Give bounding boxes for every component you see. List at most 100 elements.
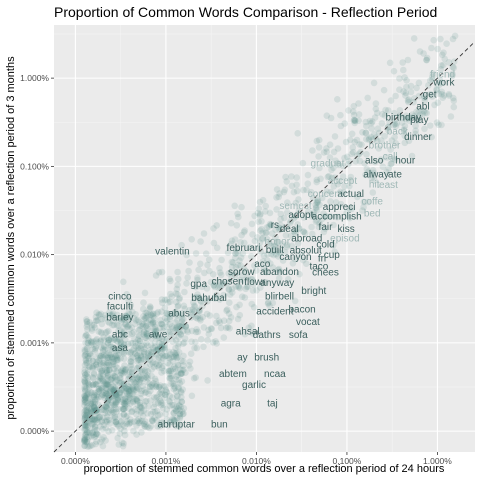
data-point <box>347 173 355 181</box>
data-point <box>81 396 89 404</box>
data-point <box>127 358 135 366</box>
data-point <box>174 325 181 333</box>
data-point <box>83 413 91 420</box>
data-point <box>122 366 130 373</box>
data-point <box>143 397 150 405</box>
data-point <box>87 400 94 407</box>
data-point <box>132 339 139 346</box>
data-point <box>207 325 215 332</box>
data-point <box>161 391 169 399</box>
data-point <box>124 418 131 425</box>
data-point <box>415 79 423 87</box>
data-point <box>215 317 223 325</box>
data-point <box>159 352 167 359</box>
data-point <box>114 394 122 402</box>
data-point <box>110 358 117 366</box>
data-point <box>421 94 428 102</box>
data-point <box>313 199 321 207</box>
data-point <box>281 214 288 222</box>
data-point <box>142 398 149 405</box>
data-point <box>220 317 228 325</box>
data-point <box>176 410 184 418</box>
data-point <box>299 256 307 264</box>
data-point <box>136 399 144 406</box>
data-point <box>140 321 147 328</box>
data-point <box>172 344 179 352</box>
data-point <box>320 149 328 156</box>
data-point <box>83 372 91 380</box>
data-point <box>82 339 89 347</box>
data-point <box>195 294 203 301</box>
data-point <box>262 279 270 286</box>
data-point <box>134 384 141 392</box>
data-point <box>353 136 361 144</box>
data-point <box>320 228 328 236</box>
data-point <box>88 338 95 345</box>
data-point <box>194 315 201 322</box>
data-point <box>133 396 141 403</box>
data-point <box>156 390 163 398</box>
data-point <box>158 391 165 398</box>
data-point <box>359 207 366 214</box>
data-point <box>114 395 121 403</box>
data-point <box>328 174 336 182</box>
data-point <box>118 316 126 324</box>
data-point <box>96 359 104 366</box>
data-point <box>194 328 202 336</box>
word-label: agra <box>221 399 241 410</box>
data-point <box>275 193 283 201</box>
word-label: also <box>365 155 384 166</box>
data-point <box>293 187 301 195</box>
data-point <box>82 395 89 402</box>
data-point <box>277 268 284 276</box>
data-point <box>180 352 187 360</box>
data-point <box>141 348 148 356</box>
data-point <box>125 388 132 395</box>
data-point <box>174 303 182 310</box>
data-point <box>196 307 203 315</box>
data-point <box>171 384 179 392</box>
data-point <box>155 364 162 371</box>
data-point <box>141 334 149 341</box>
data-point <box>93 391 101 399</box>
data-point <box>103 369 110 376</box>
data-point <box>175 385 182 392</box>
chart-title: Proportion of Common Words Comparison - … <box>54 4 437 20</box>
data-point <box>121 431 129 439</box>
data-point <box>153 310 161 317</box>
data-point <box>106 309 113 317</box>
y-tick-label: 0.100% <box>20 161 49 171</box>
data-point <box>355 111 363 118</box>
data-point <box>123 313 131 321</box>
data-point <box>99 425 106 433</box>
data-point <box>147 410 155 418</box>
data-point <box>135 415 142 423</box>
data-point <box>109 383 117 390</box>
data-point <box>245 324 252 332</box>
data-point <box>113 356 120 364</box>
data-point <box>105 356 112 364</box>
data-point <box>95 311 103 318</box>
data-point <box>140 299 147 307</box>
data-point <box>112 378 119 386</box>
data-point <box>226 291 234 298</box>
data-point <box>107 406 115 414</box>
data-point <box>216 269 224 276</box>
data-point <box>243 283 251 291</box>
data-point <box>119 439 126 447</box>
data-point <box>93 414 101 422</box>
data-point <box>162 391 169 399</box>
data-point <box>225 310 233 317</box>
data-point <box>143 354 150 362</box>
word-label: ahsal <box>236 326 260 337</box>
data-point <box>177 369 185 377</box>
data-point <box>115 346 122 354</box>
data-point <box>205 330 213 338</box>
data-point <box>100 342 107 349</box>
data-point <box>396 75 403 82</box>
data-point <box>83 323 91 330</box>
data-point <box>91 424 99 431</box>
data-point <box>428 44 435 52</box>
data-point <box>99 360 107 367</box>
data-point <box>151 328 159 335</box>
